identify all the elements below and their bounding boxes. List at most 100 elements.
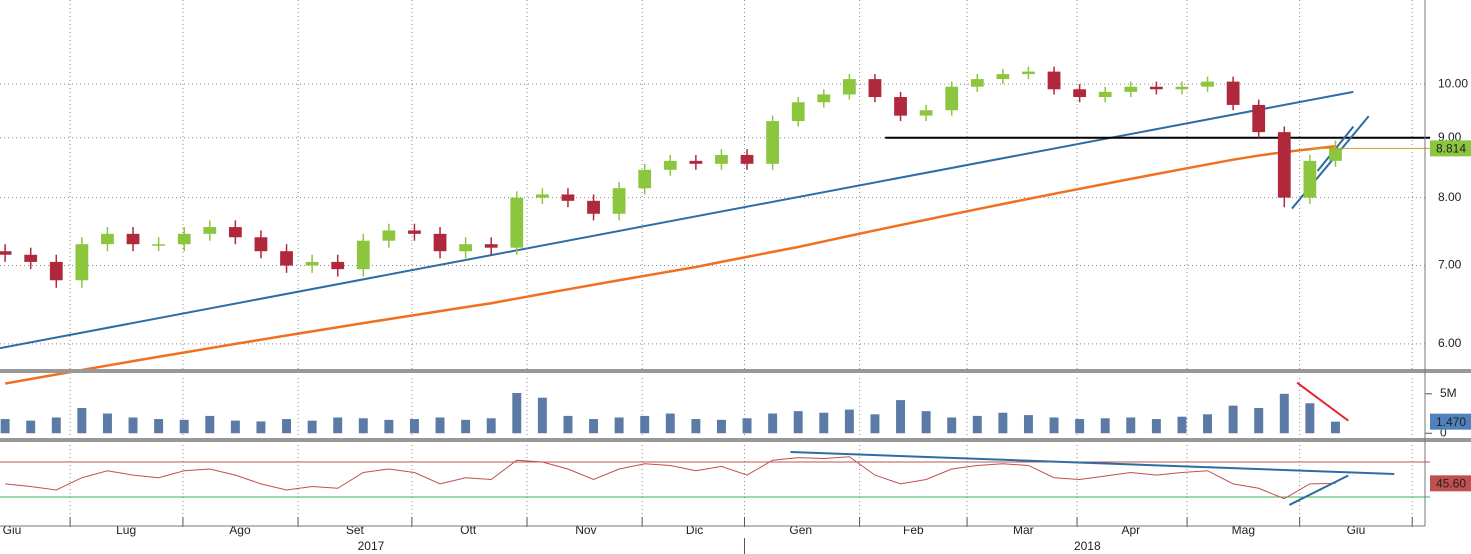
candle-body	[945, 86, 959, 111]
volume-bar	[896, 400, 906, 434]
volume-bar	[102, 413, 112, 434]
candle-body	[689, 160, 703, 164]
last-value-tag	[1430, 475, 1471, 492]
candle-body	[868, 79, 882, 98]
volume-bar	[589, 419, 599, 434]
candle-body	[177, 233, 191, 245]
volume-bar	[26, 420, 36, 434]
volume-bar	[742, 418, 752, 434]
candle-body	[152, 244, 166, 246]
candle-body	[126, 233, 140, 245]
volume-bar	[1330, 421, 1340, 434]
x-tick-label: Lug	[116, 523, 136, 537]
volume-bar	[537, 397, 547, 434]
volume-bar	[1203, 414, 1213, 434]
y-tick-label: 7.00	[1438, 258, 1462, 272]
candle-body	[331, 261, 345, 270]
x-tick-label: Set	[346, 523, 365, 537]
x-tick-label: Mar	[1013, 523, 1034, 537]
year-label: 2018	[1074, 539, 1101, 553]
y-tick-label: 0	[1440, 425, 1447, 439]
candle-body	[382, 230, 396, 241]
volume-bar	[77, 408, 87, 434]
last-value-tag	[1430, 140, 1471, 157]
candle-body	[1124, 86, 1138, 92]
trendline	[1296, 381, 1349, 422]
candle-body	[1201, 81, 1214, 87]
volume-bar	[844, 409, 854, 434]
candle-body	[842, 79, 856, 95]
candle-body	[408, 230, 421, 234]
volume-bar	[972, 415, 982, 434]
candle-body	[791, 102, 805, 122]
candle-body	[254, 237, 268, 252]
trendline	[790, 451, 1395, 475]
volume-bar	[0, 419, 10, 434]
volume-bar	[128, 417, 138, 434]
candle-body	[228, 227, 242, 238]
candle-body	[1277, 132, 1291, 198]
candle-body	[1329, 148, 1342, 161]
volume-bar	[256, 421, 266, 434]
trendline	[1288, 474, 1349, 506]
volume-bar	[691, 419, 701, 434]
last-value-label: 45.60	[1436, 477, 1466, 491]
candle-body	[356, 240, 370, 270]
candle-body	[1022, 71, 1035, 75]
last-value-tag	[1430, 413, 1471, 430]
moving-average	[4, 145, 1336, 385]
volume-bar	[333, 417, 343, 434]
candle-body	[1226, 81, 1240, 105]
volume-bar	[307, 420, 317, 434]
volume-bar	[358, 418, 368, 434]
volume-bar	[1177, 416, 1187, 434]
last-value-label: 8.814	[1436, 142, 1466, 156]
candle-body	[561, 194, 575, 201]
volume-bar	[205, 415, 215, 434]
volume-bar	[409, 419, 419, 434]
volume-bar	[665, 413, 675, 434]
candle-body	[894, 97, 907, 116]
candle-body	[535, 194, 549, 198]
candle-body	[817, 94, 831, 103]
candle-body	[612, 188, 626, 214]
trendline	[0, 90, 1354, 350]
candle-body	[1252, 104, 1266, 133]
volume-bar	[461, 419, 471, 434]
candle-body	[1047, 71, 1061, 90]
rsi-line	[5, 456, 1336, 500]
volume-bar	[819, 412, 829, 434]
candle-body	[305, 261, 319, 266]
candle-body	[203, 227, 217, 234]
x-tick-label: Dic	[686, 523, 703, 537]
volume-bar	[282, 419, 292, 434]
volume-bar	[51, 417, 61, 434]
volume-bar	[998, 412, 1008, 434]
volume-bar	[1254, 408, 1264, 434]
volume-bar	[1305, 403, 1315, 434]
x-tick-label: Giu	[3, 523, 22, 537]
volume-bar	[614, 417, 624, 434]
candle-body	[1073, 89, 1087, 98]
volume-bar	[1049, 417, 1059, 434]
volume-bar	[870, 414, 880, 434]
candle-body	[970, 79, 984, 87]
x-tick-label: Feb	[903, 523, 924, 537]
volume-bar	[179, 419, 189, 434]
y-tick-label: 6.00	[1438, 336, 1462, 350]
volume-bar	[154, 419, 164, 434]
x-tick-label: Giu	[1347, 523, 1366, 537]
volume-bar	[1100, 418, 1110, 434]
candle-body	[663, 160, 677, 170]
candle-body	[1303, 160, 1317, 198]
volume-bar	[640, 415, 650, 434]
candle-body	[433, 233, 447, 252]
x-tick-label: Mag	[1232, 523, 1255, 537]
candle-body	[459, 244, 473, 252]
candle-body	[1098, 91, 1112, 98]
volume-bar	[947, 417, 957, 434]
volume-bar	[1023, 415, 1033, 434]
candle-body	[715, 154, 728, 164]
